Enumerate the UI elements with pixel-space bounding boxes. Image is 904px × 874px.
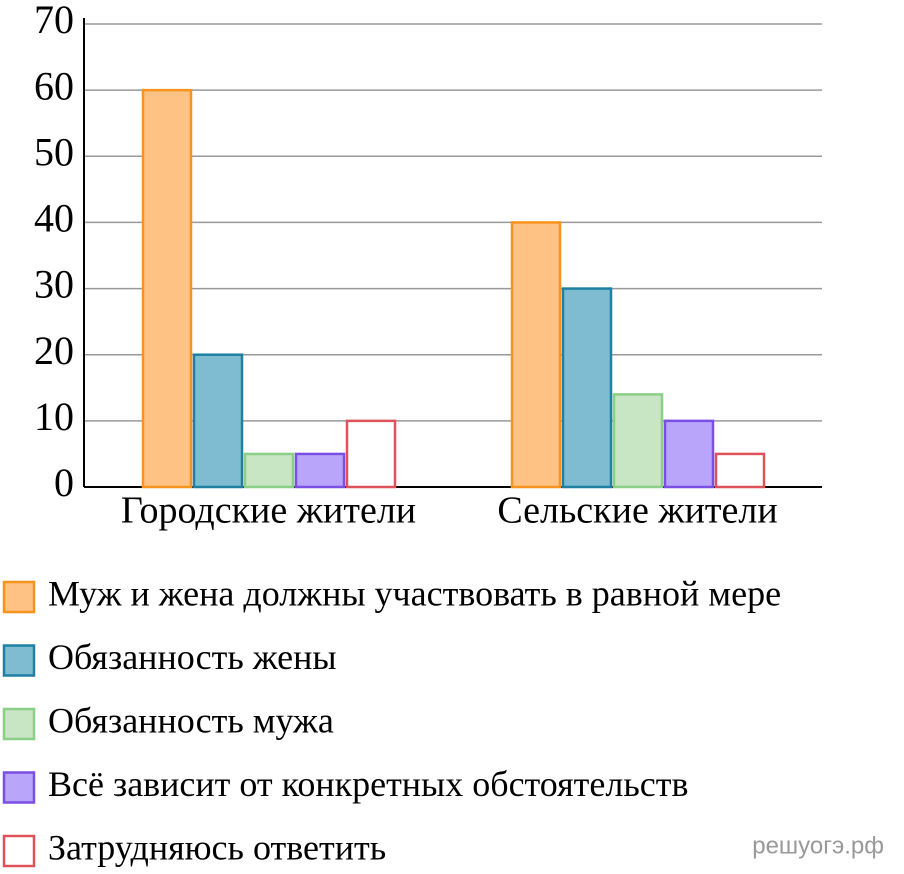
legend-swatch bbox=[2, 644, 36, 677]
y-tick-label: 70 bbox=[34, 0, 74, 42]
watermark: решуогэ.рф bbox=[752, 832, 884, 859]
y-tick-label: 10 bbox=[34, 394, 74, 439]
y-tick-label: 40 bbox=[34, 196, 74, 241]
bar bbox=[663, 419, 715, 489]
bar bbox=[345, 419, 397, 489]
legend-label: Обязанность жены bbox=[48, 637, 337, 677]
legend-swatch bbox=[2, 580, 36, 614]
bar bbox=[294, 452, 346, 489]
y-tick-label: 30 bbox=[34, 262, 74, 307]
y-tick-label: 0 bbox=[54, 460, 74, 505]
x-tick-label: Сельские жители bbox=[497, 490, 777, 532]
legend-swatch bbox=[2, 707, 36, 741]
bar bbox=[714, 452, 766, 489]
legend-label: Затрудняюсь ответить bbox=[48, 827, 386, 867]
bar bbox=[243, 452, 295, 489]
legend-label: Всё зависит от конкретных обстоятельств bbox=[48, 764, 688, 804]
bar bbox=[192, 353, 244, 489]
bar bbox=[141, 88, 193, 489]
bar bbox=[612, 393, 664, 489]
y-tick-label: 60 bbox=[34, 63, 74, 108]
legend-label: Обязанность мужа bbox=[48, 700, 334, 740]
legend-swatch bbox=[2, 771, 36, 804]
x-tick-label: Городские жители bbox=[121, 490, 416, 532]
bar bbox=[561, 287, 613, 489]
y-tick-label: 20 bbox=[34, 328, 74, 373]
legend-swatch bbox=[2, 834, 36, 868]
y-tick-label: 50 bbox=[34, 129, 74, 174]
legend-label: Муж и жена должны участвовать в равной м… bbox=[48, 573, 781, 613]
bar bbox=[510, 221, 562, 489]
